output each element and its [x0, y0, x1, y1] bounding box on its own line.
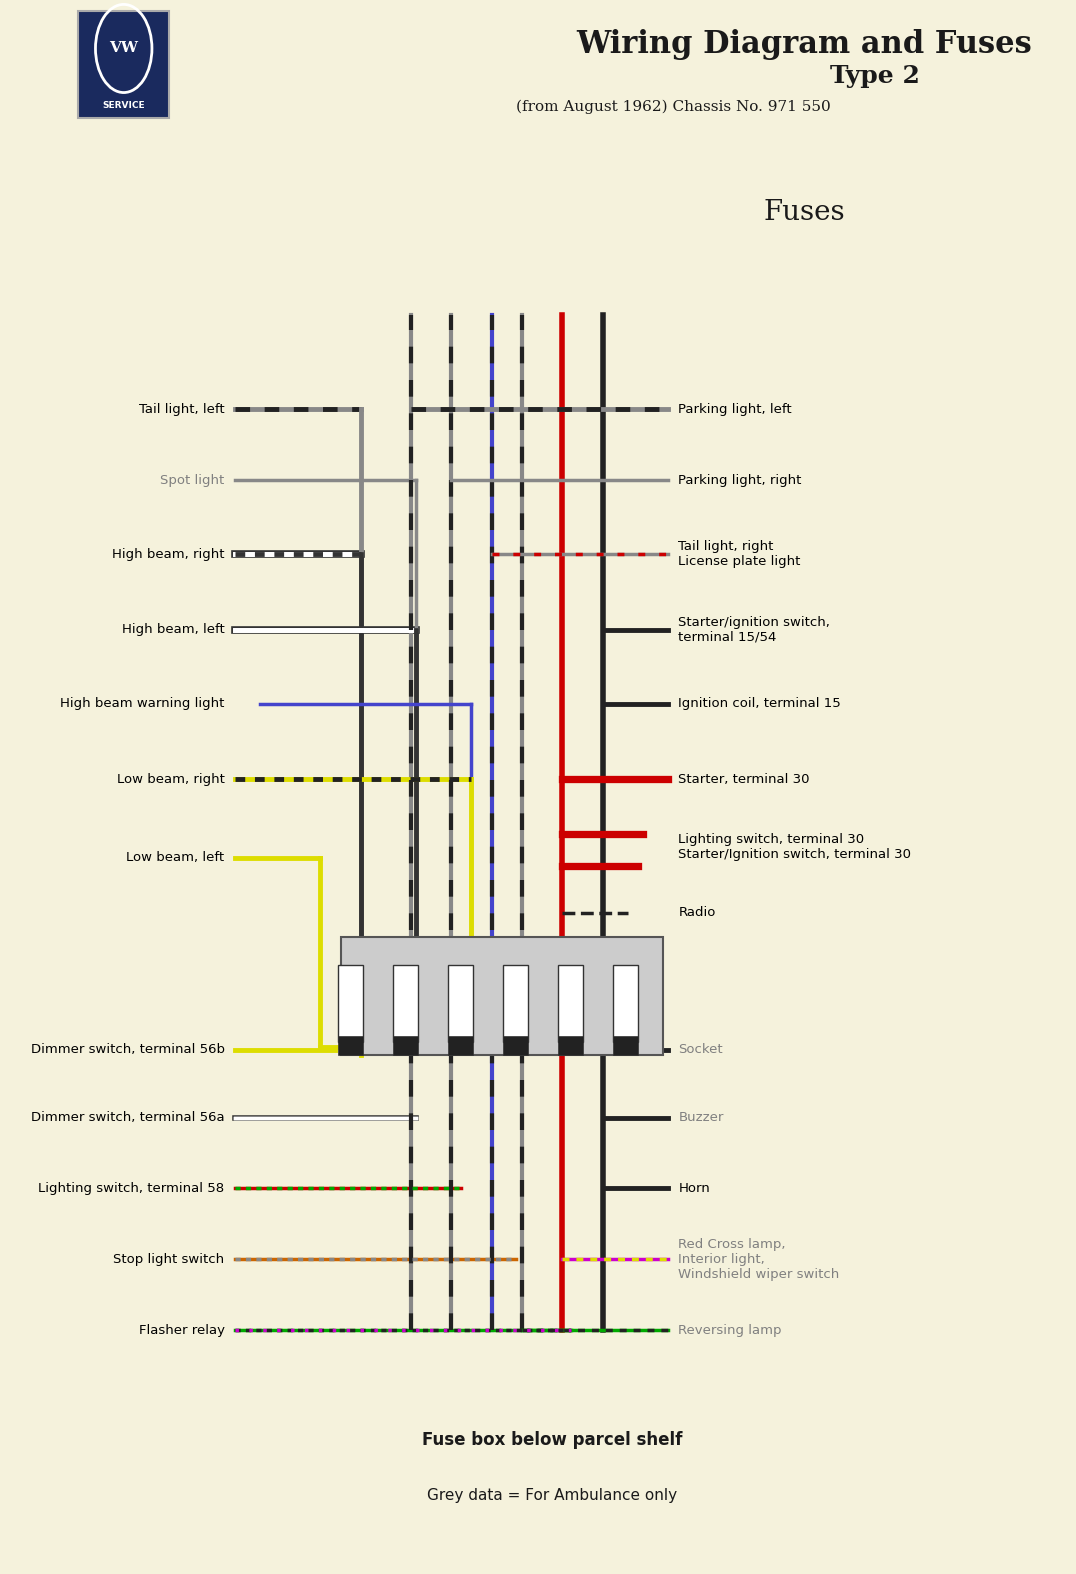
Text: Dimmer switch, terminal 56a: Dimmer switch, terminal 56a: [31, 1111, 225, 1124]
Bar: [558, 965, 583, 1042]
Bar: [338, 1036, 364, 1055]
Text: Dimmer switch, terminal 56b: Dimmer switch, terminal 56b: [30, 1044, 225, 1056]
Text: Low beam, left: Low beam, left: [127, 852, 225, 864]
Text: Grey data = For Ambulance only: Grey data = For Ambulance only: [427, 1487, 678, 1503]
Text: Fuse box below parcel shelf: Fuse box below parcel shelf: [422, 1431, 682, 1450]
Text: Low beam, right: Low beam, right: [116, 773, 225, 785]
Text: Horn: Horn: [678, 1182, 710, 1195]
Text: Lighting switch, terminal 30
Starter/Ignition switch, terminal 30: Lighting switch, terminal 30 Starter/Ign…: [678, 833, 911, 861]
Bar: [338, 965, 364, 1042]
Bar: [504, 965, 528, 1042]
Bar: [393, 965, 419, 1042]
Text: VW: VW: [109, 41, 138, 55]
Text: Fuses: Fuses: [764, 198, 846, 227]
Bar: [613, 1036, 638, 1055]
Text: Wiring Diagram and Fuses: Wiring Diagram and Fuses: [577, 28, 1032, 60]
Bar: [613, 965, 638, 1042]
Text: Socket: Socket: [678, 1044, 723, 1056]
Text: Parking light, right: Parking light, right: [678, 474, 802, 486]
Bar: [448, 1036, 473, 1055]
Bar: [393, 1036, 419, 1055]
Bar: [504, 1036, 528, 1055]
Text: Flasher relay: Flasher relay: [139, 1324, 225, 1336]
Text: Reversing lamp: Reversing lamp: [678, 1324, 782, 1336]
Text: Red Cross lamp,
Interior light,
Windshield wiper switch: Red Cross lamp, Interior light, Windshie…: [678, 1237, 839, 1281]
Text: High beam, right: High beam, right: [112, 548, 225, 560]
Text: Lighting switch, terminal 58: Lighting switch, terminal 58: [39, 1182, 225, 1195]
Text: Type 2: Type 2: [830, 63, 920, 88]
Text: Parking light, left: Parking light, left: [678, 403, 792, 416]
Text: (from August 1962) Chassis No. 971 550: (from August 1962) Chassis No. 971 550: [516, 99, 831, 115]
Text: Ignition coil, terminal 15: Ignition coil, terminal 15: [678, 697, 841, 710]
Text: Starter/ignition switch,
terminal 15/54: Starter/ignition switch, terminal 15/54: [678, 615, 831, 644]
Bar: [558, 1036, 583, 1055]
Bar: [448, 965, 473, 1042]
Bar: [340, 937, 663, 1055]
FancyBboxPatch shape: [79, 11, 169, 118]
Text: SERVICE: SERVICE: [102, 101, 145, 110]
Text: High beam warning light: High beam warning light: [60, 697, 225, 710]
Text: Spot light: Spot light: [160, 474, 225, 486]
Text: Radio: Radio: [678, 907, 716, 919]
Text: Buzzer: Buzzer: [678, 1111, 724, 1124]
Text: High beam, left: High beam, left: [122, 623, 225, 636]
Text: Stop light switch: Stop light switch: [113, 1253, 225, 1265]
Text: Tail light, right
License plate light: Tail light, right License plate light: [678, 540, 801, 568]
Text: Starter, terminal 30: Starter, terminal 30: [678, 773, 810, 785]
Text: Tail light, left: Tail light, left: [139, 403, 225, 416]
